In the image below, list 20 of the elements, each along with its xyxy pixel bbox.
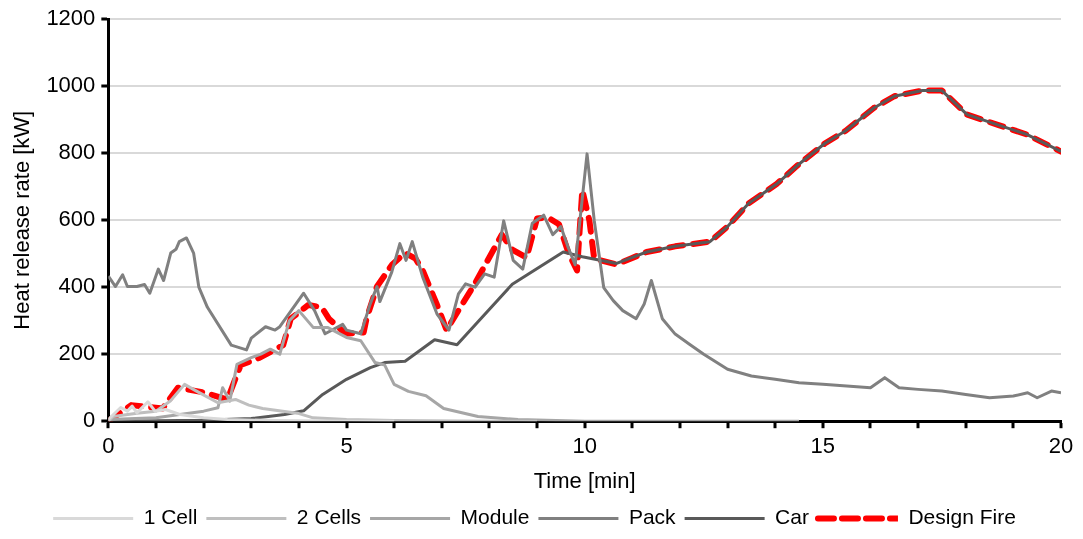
y-tick-label: 600 bbox=[58, 206, 96, 232]
y-tick-label: 400 bbox=[58, 273, 96, 299]
y-tick-label: 0 bbox=[83, 407, 96, 433]
x-tick-label: 10 bbox=[572, 433, 597, 459]
y-tick-label: 200 bbox=[58, 340, 96, 366]
legend-label: Module bbox=[460, 505, 530, 529]
x-tick-label: 20 bbox=[1048, 433, 1074, 459]
x-tick-label: 0 bbox=[102, 433, 115, 459]
y-tick-label: 1200 bbox=[46, 5, 96, 31]
legend-label: 2 Cells bbox=[296, 505, 362, 529]
legend-label: Pack bbox=[628, 505, 677, 529]
x-axis-title: Time [min] bbox=[533, 467, 636, 493]
legend-label: 1 Cell bbox=[143, 505, 198, 529]
x-tick-label: 15 bbox=[810, 433, 836, 459]
y-tick-label: 800 bbox=[58, 139, 96, 165]
x-tick-label: 5 bbox=[340, 433, 353, 459]
legend-label: Car bbox=[775, 505, 809, 529]
y-axis-title: Heat release rate [kW] bbox=[9, 110, 35, 330]
y-tick-label: 1000 bbox=[46, 72, 96, 98]
legend-label: Design Fire bbox=[908, 505, 1016, 529]
